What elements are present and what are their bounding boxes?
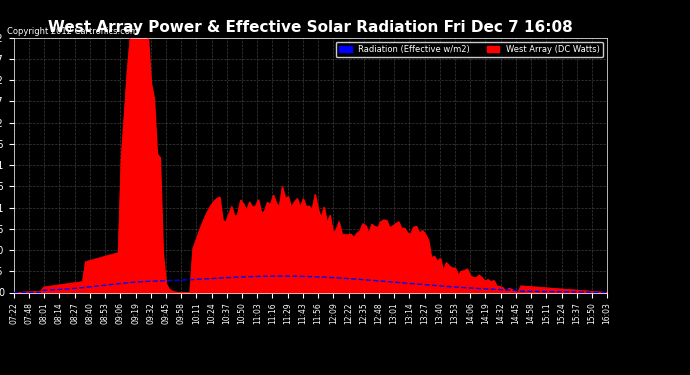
Legend: Radiation (Effective w/m2), West Array (DC Watts): Radiation (Effective w/m2), West Array (… <box>336 42 603 57</box>
Title: West Array Power & Effective Solar Radiation Fri Dec 7 16:08: West Array Power & Effective Solar Radia… <box>48 20 573 35</box>
Text: Copyright 2012 Cartronics.com: Copyright 2012 Cartronics.com <box>7 27 138 36</box>
